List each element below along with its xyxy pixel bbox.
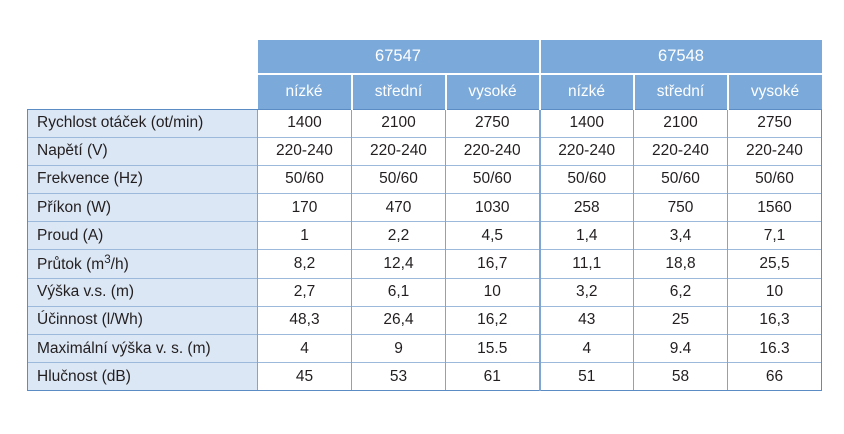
value-cell: 66	[727, 362, 822, 392]
table-row: Příkon (W) 170 470 1030 258 750 1560	[27, 193, 822, 222]
value-cell: 9.4	[633, 333, 728, 363]
row-label: Proud (A)	[27, 221, 258, 250]
value-cell: 2100	[351, 108, 446, 138]
value-cell: 4	[538, 333, 634, 363]
table-row: Účinnost (l/Wh) 48,3 26,4 16,2 43 25 16,…	[27, 305, 822, 335]
value-cell: 220-240	[351, 136, 446, 166]
corner-cell	[27, 74, 258, 109]
value-cell: 4	[257, 333, 352, 363]
value-cell: 1030	[445, 193, 540, 222]
value-cell: 26,4	[351, 305, 446, 335]
value-cell: 16,3	[727, 305, 822, 335]
table-row: Průtok (m3/h) 8,2 12,4 16,7 11,1 18,8 25…	[27, 249, 822, 279]
table-row: Proud (A) 1 2,2 4,5 1,4 3,4 7,1	[27, 221, 822, 250]
value-cell: 7,1	[727, 221, 822, 250]
value-cell: 3,4	[633, 221, 728, 250]
value-cell: 220-240	[633, 136, 728, 166]
table-row: Hlučnost (dB) 45 53 61 51 58 66	[27, 362, 822, 392]
row-label: Napětí (V)	[27, 136, 258, 166]
corner-cell	[27, 40, 258, 74]
value-cell: 2100	[633, 108, 728, 138]
table-row: Frekvence (Hz) 50/60 50/60 50/60 50/60 5…	[27, 164, 822, 194]
row-label-text: /h)	[110, 256, 129, 274]
value-cell: 18,8	[633, 249, 728, 279]
value-cell: 220-240	[257, 136, 352, 166]
value-cell: 1	[257, 221, 352, 250]
row-label: Hlučnost (dB)	[27, 362, 258, 392]
value-cell: 15.5	[445, 333, 540, 363]
value-cell: 1400	[257, 108, 352, 138]
value-cell: 220-240	[445, 136, 540, 166]
row-label: Průtok (m3/h)	[27, 249, 258, 279]
value-cell: 2750	[445, 108, 540, 138]
value-cell: 1400	[538, 108, 634, 138]
speed-header: vysoké	[726, 73, 822, 109]
value-cell: 45	[257, 362, 352, 392]
value-cell: 220-240	[538, 136, 634, 166]
value-cell: 48,3	[257, 305, 352, 335]
value-cell: 50/60	[538, 164, 634, 194]
value-cell: 258	[538, 193, 634, 222]
value-cell: 6,2	[633, 277, 728, 307]
speed-header: nízké	[538, 73, 634, 109]
value-cell: 1,4	[538, 221, 634, 250]
table-body: Rychlost otáček (ot/min) 1400 2100 2750 …	[27, 108, 822, 392]
speed-header: střední	[350, 73, 446, 109]
specifications-table: 67547 67548 nízké střední vysoké nízké s…	[27, 40, 822, 392]
value-cell: 6,1	[351, 277, 446, 307]
value-cell: 1560	[727, 193, 822, 222]
value-cell: 50/60	[445, 164, 540, 194]
value-cell: 61	[445, 362, 540, 392]
value-cell: 470	[351, 193, 446, 222]
speed-header: nízké	[257, 73, 352, 109]
value-cell: 50/60	[727, 164, 822, 194]
value-cell: 25,5	[727, 249, 822, 279]
model-header-67548: 67548	[538, 40, 822, 74]
value-cell: 4,5	[445, 221, 540, 250]
value-cell: 220-240	[727, 136, 822, 166]
value-cell: 16.3	[727, 333, 822, 363]
value-cell: 170	[257, 193, 352, 222]
value-cell: 16,2	[445, 305, 540, 335]
speed-header: vysoké	[444, 73, 540, 109]
value-cell: 10	[445, 277, 540, 307]
value-cell: 53	[351, 362, 446, 392]
row-label-superscript: 3	[104, 253, 111, 267]
value-cell: 9	[351, 333, 446, 363]
value-cell: 50/60	[351, 164, 446, 194]
row-label: Příkon (W)	[27, 193, 258, 222]
value-cell: 50/60	[633, 164, 728, 194]
value-cell: 2,7	[257, 277, 352, 307]
value-cell: 51	[538, 362, 634, 392]
value-cell: 58	[633, 362, 728, 392]
value-cell: 3,2	[538, 277, 634, 307]
value-cell: 2750	[727, 108, 822, 138]
value-cell: 43	[538, 305, 634, 335]
value-cell: 25	[633, 305, 728, 335]
row-label: Účinnost (l/Wh)	[27, 305, 258, 335]
table-row: Napětí (V) 220-240 220-240 220-240 220-2…	[27, 136, 822, 166]
value-cell: 12,4	[351, 249, 446, 279]
value-cell: 750	[633, 193, 728, 222]
table-row: Výška v.s. (m) 2,7 6,1 10 3,2 6,2 10	[27, 277, 822, 307]
value-cell: 50/60	[257, 164, 352, 194]
row-label: Rychlost otáček (ot/min)	[27, 108, 258, 138]
value-cell: 10	[727, 277, 822, 307]
table-row: Maximální výška v. s. (m) 4 9 15.5 4 9.4…	[27, 333, 822, 363]
model-header-67547: 67547	[257, 40, 540, 74]
value-cell: 8,2	[257, 249, 352, 279]
row-label: Výška v.s. (m)	[27, 277, 258, 307]
value-cell: 16,7	[445, 249, 540, 279]
row-label: Maximální výška v. s. (m)	[27, 333, 258, 363]
speed-header: střední	[632, 73, 728, 109]
row-label-text: Průtok (m	[37, 256, 105, 274]
value-cell: 11,1	[538, 249, 634, 279]
table-row: Rychlost otáček (ot/min) 1400 2100 2750 …	[27, 108, 822, 138]
row-label: Frekvence (Hz)	[27, 164, 258, 194]
value-cell: 2,2	[351, 221, 446, 250]
